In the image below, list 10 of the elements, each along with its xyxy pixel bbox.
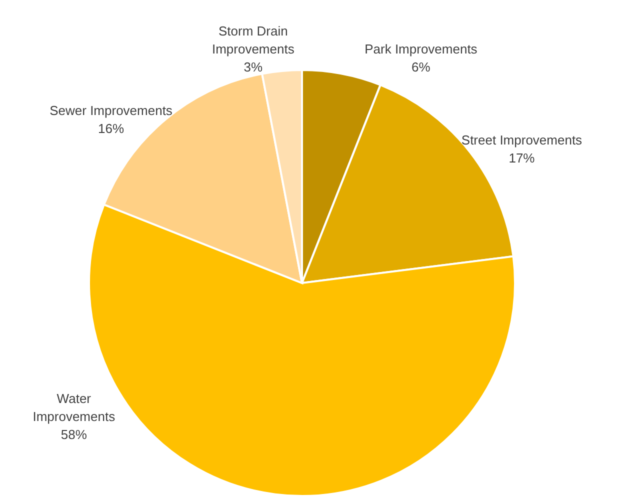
data-label: 16% — [98, 121, 124, 136]
data-label: 58% — [60, 427, 88, 442]
slice-label: Storm Drain Improvements — [212, 24, 295, 57]
data-label: 3% — [244, 60, 263, 75]
slice-label: Street Improvements — [461, 132, 583, 148]
slice-label: Park Improvements — [364, 42, 478, 57]
slice-label: Sewer Improvements — [50, 103, 173, 118]
data-label: 6% — [412, 60, 431, 75]
slice-label: Water Improvements — [32, 391, 116, 424]
data-label: 17% — [508, 150, 536, 166]
